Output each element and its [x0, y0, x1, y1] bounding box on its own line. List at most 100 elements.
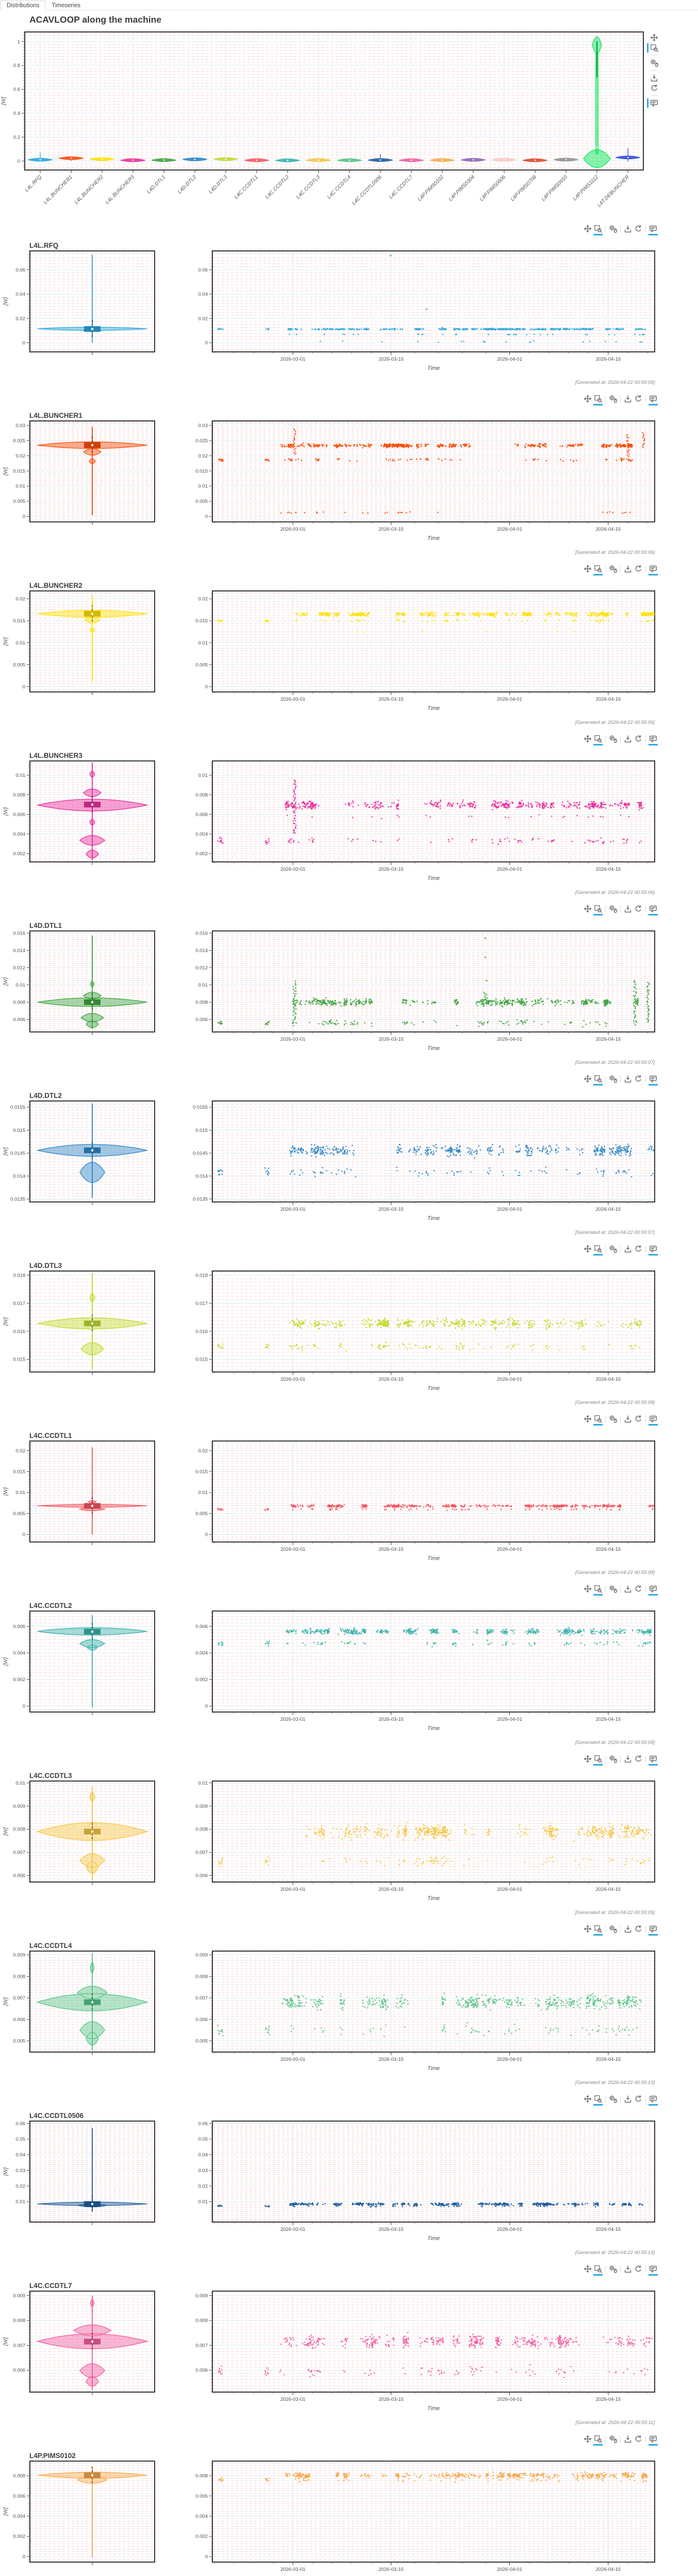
- pan-tool-icon[interactable]: [583, 564, 592, 573]
- reset-tool-icon[interactable]: [634, 2094, 643, 2104]
- pan-tool-icon[interactable]: [583, 394, 592, 403]
- plots-l4p-pims0102[interactable]: 00.0020.0040.0060.008[W]00.0020.0040.006…: [0, 2455, 698, 2576]
- plots-l4c-ccdtl7[interactable]: 0.0060.0070.0080.009[W]0.0060.0070.0080.…: [0, 2285, 698, 2432]
- box-zoom-tool-icon[interactable]: [593, 224, 603, 233]
- save-tool-icon[interactable]: [623, 1414, 633, 1423]
- hover-tool-icon[interactable]: [649, 2434, 658, 2444]
- reset-tool-icon[interactable]: [634, 2264, 643, 2274]
- box-zoom-tool-icon[interactable]: [593, 904, 603, 913]
- save-tool-icon[interactable]: [623, 564, 633, 573]
- plots-l4c-ccdtl2[interactable]: 00.0020.0040.006[W]00.0020.0040.0062026-…: [0, 1605, 698, 1752]
- plots-l4d-dtl2[interactable]: 0.01350.0140.01450.0150.0155[W]0.01350.0…: [0, 1095, 698, 1242]
- hover-tool-icon[interactable]: [649, 1754, 658, 1764]
- wheel-zoom-tool-icon[interactable]: [608, 1584, 618, 1594]
- plots-l4l-buncher2[interactable]: 00.0050.010.0150.02[W]00.0050.010.0150.0…: [0, 585, 698, 732]
- reset-tool-icon[interactable]: [634, 1584, 643, 1594]
- plots-l4l-buncher1[interactable]: 00.0050.010.0150.020.0250.03[W]00.0050.0…: [0, 415, 698, 562]
- box-zoom-tool-icon[interactable]: [593, 1244, 603, 1253]
- pan-tool-icon[interactable]: [583, 1754, 592, 1764]
- reset-tool-icon[interactable]: [634, 224, 643, 233]
- pan-tool-icon[interactable]: [583, 1924, 592, 1934]
- plots-l4d-dtl3[interactable]: 0.0150.0160.0170.018[W]0.0150.0160.0170.…: [0, 1265, 698, 1412]
- hover-tool-icon[interactable]: [649, 1244, 658, 1253]
- pan-tool-icon[interactable]: [650, 33, 659, 42]
- reset-tool-icon[interactable]: [634, 1754, 643, 1764]
- save-tool-icon[interactable]: [623, 734, 633, 743]
- save-tool-icon[interactable]: [623, 2434, 633, 2444]
- hover-tool-icon[interactable]: [649, 1924, 658, 1934]
- box-zoom-tool-icon[interactable]: [593, 2434, 603, 2444]
- plots-l4d-dtl1[interactable]: 0.0060.0080.010.0120.0140.016[W]0.0060.0…: [0, 925, 698, 1072]
- plots-l4c-ccdtl4[interactable]: 0.0050.0060.0070.0080.009[W]0.0050.0060.…: [0, 1945, 698, 2092]
- wheel-zoom-tool-icon[interactable]: [650, 58, 659, 67]
- plots-l4c-ccdtl3[interactable]: 0.0060.0070.0080.0090.01[W]0.0060.0070.0…: [0, 1775, 698, 1922]
- box-zoom-tool-icon[interactable]: [593, 564, 603, 573]
- hover-tool-icon[interactable]: [649, 394, 658, 403]
- plots-l4c-ccdtl0506[interactable]: 0.010.020.030.040.050.06[W]0.010.020.030…: [0, 2115, 698, 2262]
- pan-tool-icon[interactable]: [583, 1584, 592, 1594]
- hover-tool-icon[interactable]: [649, 2264, 658, 2274]
- wheel-zoom-tool-icon[interactable]: [608, 1754, 618, 1764]
- wheel-zoom-tool-icon[interactable]: [608, 394, 618, 403]
- wheel-zoom-tool-icon[interactable]: [608, 564, 618, 573]
- pan-tool-icon[interactable]: [583, 904, 592, 913]
- hover-tool-icon[interactable]: [649, 2094, 658, 2104]
- reset-tool-icon[interactable]: [634, 1244, 643, 1253]
- save-tool-icon[interactable]: [623, 1074, 633, 1083]
- save-tool-icon[interactable]: [650, 73, 659, 82]
- wheel-zoom-tool-icon[interactable]: [608, 224, 618, 233]
- box-zoom-tool-icon[interactable]: [593, 2264, 603, 2274]
- save-tool-icon[interactable]: [623, 1924, 633, 1934]
- pan-tool-icon[interactable]: [583, 2094, 592, 2104]
- box-zoom-tool-icon[interactable]: [593, 1584, 603, 1594]
- pan-tool-icon[interactable]: [583, 734, 592, 743]
- hover-tool-icon[interactable]: [649, 904, 658, 913]
- reset-tool-icon[interactable]: [634, 904, 643, 913]
- hover-tool-icon[interactable]: [650, 98, 659, 108]
- tab-timeseries[interactable]: Timeseries: [45, 1, 87, 10]
- pan-tool-icon[interactable]: [583, 224, 592, 233]
- reset-tool-icon[interactable]: [634, 1074, 643, 1083]
- box-zoom-tool-icon[interactable]: [593, 2094, 603, 2104]
- box-zoom-tool-icon[interactable]: [593, 394, 603, 403]
- box-zoom-tool-icon[interactable]: [593, 1924, 603, 1934]
- reset-tool-icon[interactable]: [634, 734, 643, 743]
- wheel-zoom-tool-icon[interactable]: [608, 904, 618, 913]
- box-zoom-tool-icon[interactable]: [650, 43, 659, 53]
- box-zoom-tool-icon[interactable]: [593, 1414, 603, 1423]
- save-tool-icon[interactable]: [623, 904, 633, 913]
- pan-tool-icon[interactable]: [583, 1244, 592, 1253]
- hover-tool-icon[interactable]: [649, 734, 658, 743]
- plots-l4c-ccdtl1[interactable]: 00.0050.010.0150.02[W]00.0050.010.0150.0…: [0, 1435, 698, 1582]
- save-tool-icon[interactable]: [623, 2094, 633, 2104]
- pan-tool-icon[interactable]: [583, 2264, 592, 2274]
- overview-violin-plot[interactable]: 00.20.40.60.81[W]ACAVLOOP along the mach…: [0, 10, 698, 222]
- wheel-zoom-tool-icon[interactable]: [608, 2094, 618, 2104]
- reset-tool-icon[interactable]: [634, 1924, 643, 1934]
- plots-l4l-buncher3[interactable]: 0.0020.0040.0060.0080.01[W]0.0020.0040.0…: [0, 755, 698, 902]
- save-tool-icon[interactable]: [623, 1584, 633, 1594]
- reset-tool-icon[interactable]: [634, 394, 643, 403]
- box-zoom-tool-icon[interactable]: [593, 734, 603, 743]
- reset-tool-icon[interactable]: [634, 564, 643, 573]
- hover-tool-icon[interactable]: [649, 564, 658, 573]
- pan-tool-icon[interactable]: [583, 1414, 592, 1423]
- wheel-zoom-tool-icon[interactable]: [608, 2434, 618, 2444]
- pan-tool-icon[interactable]: [583, 2434, 592, 2444]
- pan-tool-icon[interactable]: [583, 1074, 592, 1083]
- wheel-zoom-tool-icon[interactable]: [608, 1414, 618, 1423]
- save-tool-icon[interactable]: [623, 394, 633, 403]
- reset-tool-icon[interactable]: [634, 1414, 643, 1423]
- wheel-zoom-tool-icon[interactable]: [608, 734, 618, 743]
- save-tool-icon[interactable]: [623, 1244, 633, 1253]
- box-zoom-tool-icon[interactable]: [593, 1074, 603, 1083]
- hover-tool-icon[interactable]: [649, 1074, 658, 1083]
- tab-distributions[interactable]: Distributions: [1, 1, 45, 10]
- reset-tool-icon[interactable]: [650, 83, 659, 93]
- hover-tool-icon[interactable]: [649, 1414, 658, 1423]
- hover-tool-icon[interactable]: [649, 1584, 658, 1594]
- hover-tool-icon[interactable]: [649, 224, 658, 233]
- save-tool-icon[interactable]: [623, 1754, 633, 1764]
- wheel-zoom-tool-icon[interactable]: [608, 1074, 618, 1083]
